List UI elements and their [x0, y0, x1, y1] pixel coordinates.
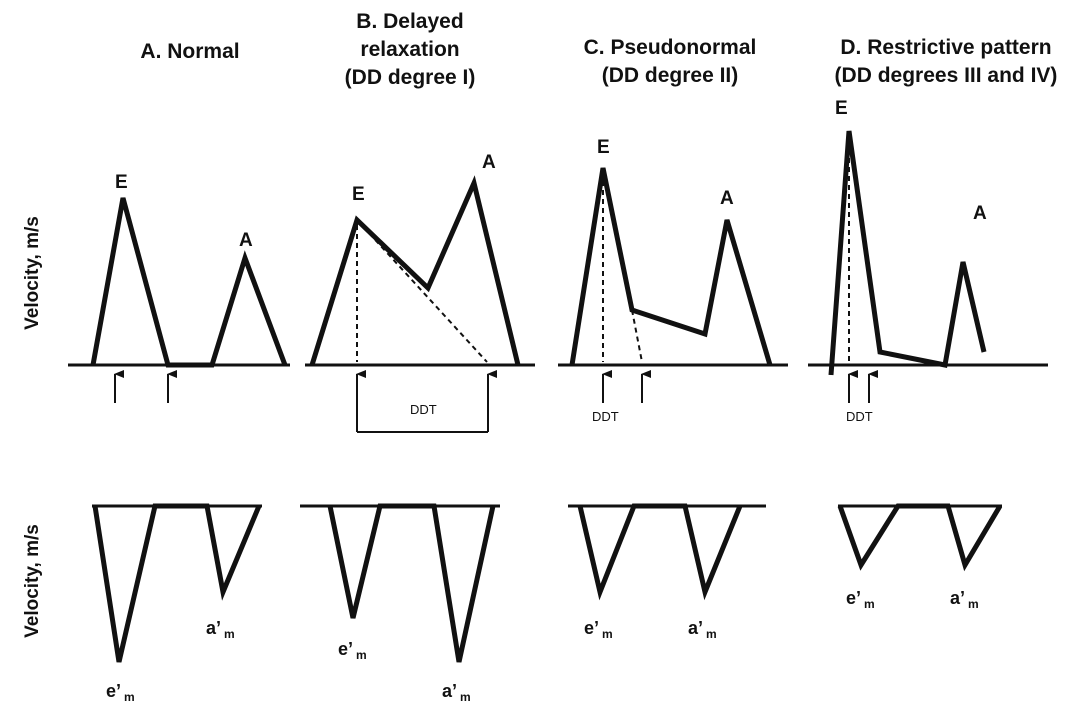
panel-a-inflow-waveform [90, 197, 288, 368]
panel-c-tdi-waveform [577, 503, 743, 601]
panel-b-title-line3: (DD degree I) [344, 66, 476, 89]
panel-a-a-prime-label: a’ m [206, 618, 235, 641]
panel-b-inflow-waveform [309, 175, 521, 366]
panel-d-e-prime-label: e’ m [846, 588, 875, 611]
panel-d-a-peak-label: A [973, 203, 987, 224]
panel-b-e-peak-label: E [352, 184, 365, 205]
panel-c-title-line1: C. Pseudonormal [583, 36, 757, 59]
panel-d-tdi-waveform [837, 503, 1003, 572]
panel-b-ddt-label: DDT [410, 402, 437, 417]
panel-a-e-prime-label: e’ m [106, 681, 135, 704]
panel-b-title-line2: relaxation [360, 38, 460, 61]
panel-b-deceleration-dashed [356, 219, 488, 363]
panel-d-title-line2: (DD degrees III and IV) [834, 64, 1058, 87]
panel-d-a-prime-label: a’ m [950, 588, 979, 611]
panel-c-e-prime-label: e’ m [584, 618, 613, 641]
panel-c-e-peak-label: E [597, 137, 610, 158]
panel-b-tdi-waveform [327, 503, 496, 663]
panel-d-title: D. Restrictive pattern (DD degrees III a… [815, 34, 1077, 90]
panel-b-a-prime-label: a’ m [442, 681, 471, 704]
panel-b-e-prime-label: e’ m [338, 639, 367, 662]
panel-d-ddt-label: DDT [846, 409, 873, 424]
panel-c-inflow-waveform [569, 167, 773, 366]
panel-b-title: B. Delayed relaxation (DD degree I) [310, 8, 510, 92]
panel-a-e-peak-label: E [115, 172, 128, 193]
panel-a-a-peak-label: A [239, 230, 253, 251]
panel-c-ddt-label: DDT [592, 409, 619, 424]
panel-c-deceleration-dashed [631, 309, 643, 363]
panel-a-tdi-waveform [92, 503, 262, 663]
panel-d-inflow-waveform [828, 130, 987, 376]
panel-a-title-line1: A. Normal [140, 40, 240, 63]
panel-c-a-peak-label: A [720, 188, 734, 209]
panel-d-e-peak-label: E [835, 98, 848, 119]
panel-a-title: A. Normal [100, 38, 280, 66]
panel-c-title-line2: (DD degree II) [601, 64, 739, 87]
panel-b-title-line1: B. Delayed [356, 10, 464, 33]
panel-d-title-line1: D. Restrictive pattern [840, 36, 1052, 59]
panel-c-a-prime-label: a’ m [688, 618, 717, 641]
panel-c-title: C. Pseudonormal (DD degree II) [560, 34, 780, 90]
panel-b-a-peak-label: A [482, 152, 496, 173]
